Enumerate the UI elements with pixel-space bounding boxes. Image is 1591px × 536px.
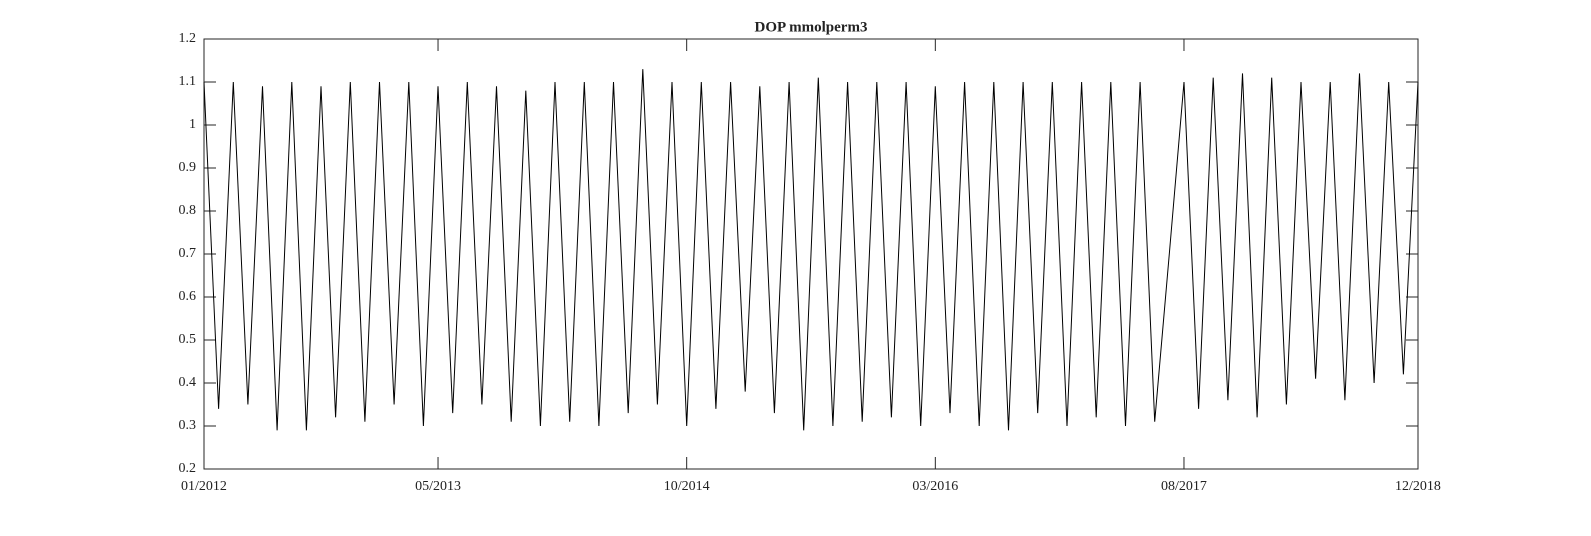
data-line — [203, 69, 1419, 431]
x-tick-label: 12/2018 — [1395, 479, 1441, 494]
y-tick-label: 0.8 — [179, 203, 197, 218]
y-tick-label: 0.3 — [179, 418, 197, 433]
y-tick-label: 0.6 — [179, 289, 197, 304]
y-tick-label: 0.9 — [179, 160, 197, 175]
x-tick-label: 10/2014 — [664, 479, 710, 494]
chart-title: DOP mmolperm3 — [755, 19, 868, 35]
y-tick-label: 0.5 — [179, 332, 197, 347]
x-tick-label: 08/2017 — [1161, 479, 1207, 494]
y-tick-label: 0.4 — [179, 375, 197, 390]
y-tick-label: 1.1 — [179, 74, 197, 89]
y-tick-label: 0.2 — [179, 461, 197, 476]
y-tick-label: 0.7 — [179, 246, 197, 261]
y-tick-label: 1 — [189, 117, 196, 132]
x-tick-label: 03/2016 — [912, 479, 958, 494]
x-tick-label: 05/2013 — [415, 479, 461, 494]
x-tick-label: 01/2012 — [181, 479, 227, 494]
y-tick-label: 1.2 — [179, 31, 197, 46]
